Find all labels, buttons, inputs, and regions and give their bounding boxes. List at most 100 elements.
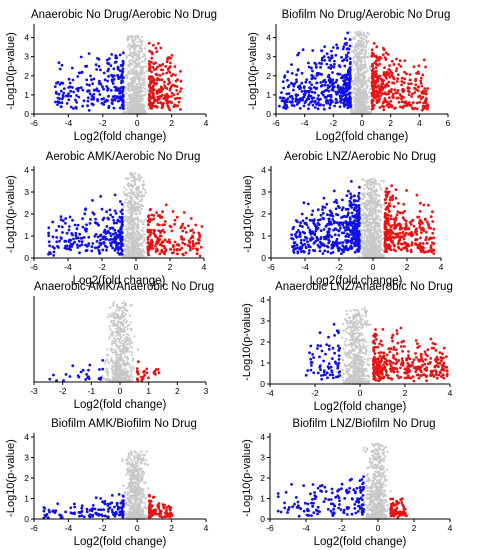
down-point [343, 81, 347, 85]
ns-point [141, 105, 144, 108]
up-point [155, 73, 159, 77]
ns-point [361, 235, 364, 238]
down-point [104, 99, 108, 103]
up-point [181, 229, 185, 233]
down-point [303, 238, 306, 242]
down-point [91, 242, 95, 245]
down-point [116, 251, 120, 255]
down-point [54, 100, 57, 104]
up-point [191, 242, 195, 246]
ns-point [126, 234, 129, 237]
ns-point [360, 101, 364, 104]
ns-point [371, 192, 374, 195]
ns-point [139, 47, 142, 50]
ns-point [378, 224, 381, 227]
down-point [118, 235, 122, 238]
up-point [199, 245, 203, 249]
ns-point [143, 251, 146, 254]
down-point [321, 211, 325, 215]
down-point [69, 89, 72, 93]
ns-point [143, 75, 146, 78]
down-point [57, 225, 61, 228]
ns-point [364, 40, 367, 43]
down-point [87, 235, 91, 239]
y-tick-label: 4 [24, 33, 29, 43]
ns-point [133, 46, 136, 49]
ns-point [375, 213, 378, 216]
down-point [67, 98, 71, 102]
ns-point [353, 62, 357, 65]
down-point [303, 101, 307, 105]
ns-point [368, 183, 372, 186]
ns-point [139, 38, 142, 41]
down-point [47, 226, 51, 230]
y-tick-label: 4 [266, 33, 271, 43]
ns-point [360, 233, 363, 236]
up-point [163, 220, 167, 223]
ns-point [132, 60, 135, 64]
ns-point [352, 81, 355, 84]
up-point [415, 107, 419, 111]
up-point [375, 59, 378, 62]
ns-point [136, 193, 139, 196]
down-point [114, 244, 118, 247]
down-point [322, 196, 326, 200]
up-point [405, 72, 408, 76]
down-point [346, 228, 350, 231]
up-point [182, 211, 186, 214]
down-point [323, 206, 327, 209]
up-point [169, 56, 173, 60]
up-point [176, 92, 180, 96]
up-point [393, 107, 396, 110]
ns-point [363, 106, 366, 109]
down-point [349, 230, 352, 234]
down-point [121, 101, 125, 104]
ns-point [379, 240, 383, 243]
down-point [95, 221, 98, 225]
up-point [411, 101, 415, 105]
ns-point [138, 91, 141, 94]
ns-point [373, 193, 376, 196]
ns-point [146, 88, 149, 91]
down-point [285, 105, 289, 109]
up-point [156, 77, 160, 80]
ns-point [123, 243, 126, 246]
down-point [70, 66, 74, 70]
up-point [398, 93, 402, 96]
down-point [115, 221, 118, 225]
down-point [111, 95, 115, 99]
up-point [400, 80, 404, 83]
up-point [176, 104, 180, 108]
down-point [338, 65, 342, 68]
up-point [196, 248, 199, 252]
up-point [173, 218, 177, 222]
ns-point [376, 193, 379, 197]
down-point [84, 249, 88, 253]
down-point [67, 228, 71, 232]
ns-point [354, 82, 357, 85]
up-point [389, 103, 392, 107]
down-point [88, 92, 92, 96]
down-point [118, 200, 122, 203]
ns-point [368, 105, 371, 109]
ns-point [365, 84, 369, 87]
up-point [158, 243, 162, 247]
down-point [102, 235, 106, 239]
up-point [161, 240, 165, 244]
ns-point [130, 51, 133, 54]
ns-point [373, 218, 376, 221]
down-point [306, 240, 309, 244]
up-point [171, 73, 175, 76]
ns-point [364, 97, 367, 100]
down-point [114, 211, 118, 215]
ns-point [375, 230, 379, 233]
ns-point [367, 240, 370, 243]
up-point [399, 105, 402, 109]
ns-point [136, 83, 139, 86]
ns-point [142, 84, 145, 87]
ns-point [141, 97, 145, 101]
down-point [327, 78, 331, 82]
up-point [386, 53, 390, 56]
down-point [122, 51, 125, 55]
down-point [348, 38, 352, 41]
